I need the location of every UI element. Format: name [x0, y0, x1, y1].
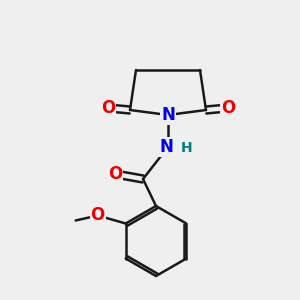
Text: O: O	[91, 206, 105, 224]
Text: N: N	[161, 106, 175, 124]
Text: O: O	[221, 99, 235, 117]
Text: O: O	[108, 165, 122, 183]
Text: O: O	[101, 99, 115, 117]
Text: H: H	[181, 141, 193, 155]
Text: N: N	[159, 138, 173, 156]
